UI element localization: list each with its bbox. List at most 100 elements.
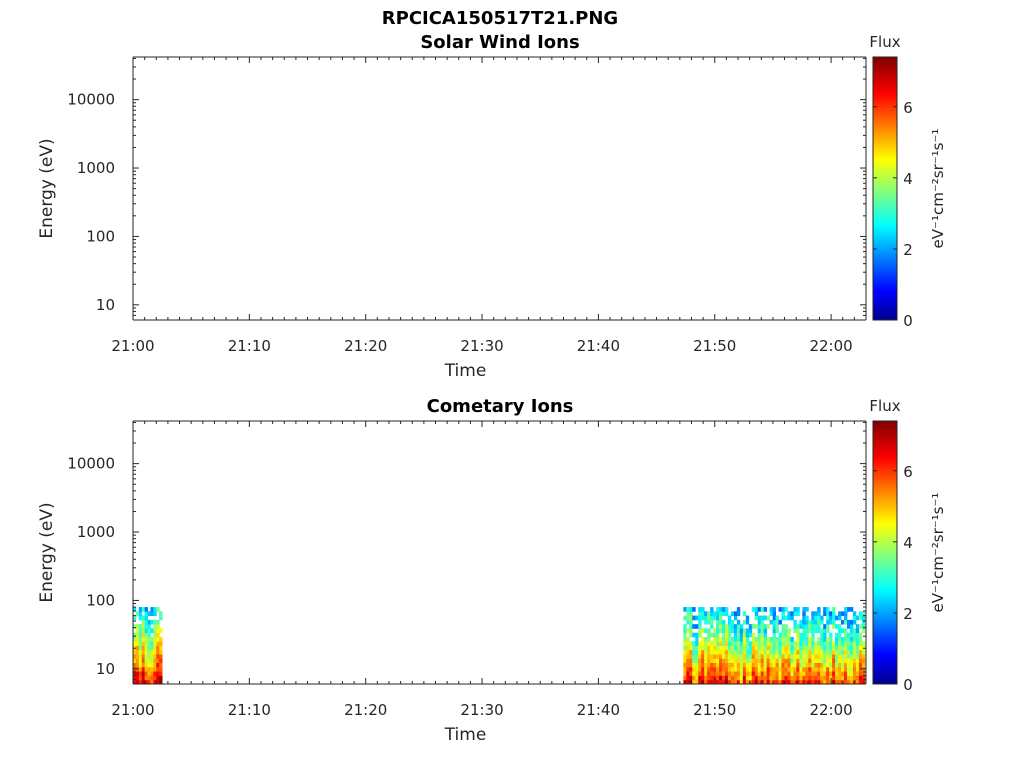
spectrogram-cell bbox=[704, 654, 708, 659]
spectrogram-cell bbox=[701, 662, 705, 668]
spectrogram-cell bbox=[763, 641, 768, 646]
spectrogram-cell bbox=[790, 671, 794, 676]
spectrogram-cell bbox=[781, 645, 785, 651]
spectrogram-cell bbox=[686, 654, 690, 659]
spectrogram-cell bbox=[844, 615, 848, 621]
spectrogram-cell bbox=[757, 671, 762, 676]
spectrogram-cell bbox=[751, 649, 756, 655]
spectrogram-cell bbox=[772, 666, 776, 672]
spectrogram-cell bbox=[826, 624, 830, 629]
spectrogram-cell bbox=[748, 662, 753, 668]
spectrogram-cell bbox=[150, 675, 154, 681]
spectrogram-cell bbox=[736, 641, 741, 646]
spectrogram-cell bbox=[802, 611, 806, 616]
spectrogram-cell bbox=[716, 649, 720, 655]
spectrogram-cell bbox=[736, 658, 741, 664]
spectrogram-cell bbox=[766, 671, 771, 676]
spectrogram-cell bbox=[861, 649, 866, 655]
colorbar-tick-label: 6 bbox=[903, 463, 913, 481]
spectrogram-cell bbox=[784, 607, 788, 612]
spectrogram-cell bbox=[686, 615, 690, 621]
spectrogram-cell bbox=[138, 645, 143, 651]
spectrogram-cell bbox=[704, 628, 708, 634]
spectrogram-cell bbox=[704, 619, 708, 625]
spectrogram-cell bbox=[133, 679, 137, 685]
spectrogram-cell bbox=[799, 679, 803, 685]
spectrogram-cell bbox=[695, 615, 699, 621]
spectrogram-cell bbox=[710, 611, 714, 616]
spectrogram-cell bbox=[719, 624, 723, 629]
spectrogram-cell bbox=[138, 649, 143, 655]
spectrogram-cell bbox=[144, 671, 148, 676]
spectrogram-cell bbox=[757, 641, 762, 646]
spectrogram-cell bbox=[739, 671, 744, 676]
spectrogram-cell bbox=[144, 607, 148, 612]
spectrogram-cell bbox=[716, 666, 720, 672]
spectrogram-cell bbox=[707, 666, 711, 672]
spectrogram-cell bbox=[849, 679, 854, 685]
spectrogram-cell bbox=[133, 632, 137, 638]
spectrogram-cell bbox=[704, 658, 708, 664]
spectrogram-cell bbox=[683, 671, 687, 676]
spectrogram-cell bbox=[796, 628, 800, 634]
spectrogram-cell bbox=[147, 628, 151, 634]
spectrogram-cell bbox=[754, 662, 759, 668]
spectrogram-cell bbox=[727, 666, 732, 672]
spectrogram-cell bbox=[817, 611, 821, 616]
spectrogram-cell bbox=[861, 654, 866, 659]
spectrogram-cell bbox=[852, 615, 857, 621]
spectrogram-cell bbox=[704, 636, 708, 642]
spectrogram-cell bbox=[724, 658, 729, 664]
spectrogram-cell bbox=[790, 658, 794, 664]
spectrogram-cell bbox=[808, 645, 812, 651]
spectrogram-cell bbox=[841, 645, 845, 651]
spectrogram-cell bbox=[802, 671, 806, 676]
spectrogram-cell bbox=[698, 649, 702, 655]
spectrogram-cell bbox=[823, 632, 827, 638]
spectrogram-cell bbox=[727, 628, 732, 634]
spectrogram-cell bbox=[153, 607, 157, 612]
spectrogram-cell bbox=[814, 615, 818, 621]
spectrogram-cell bbox=[153, 641, 157, 646]
spectrogram-cell bbox=[805, 662, 809, 668]
y-tick-label: 10 bbox=[96, 296, 115, 314]
spectrogram-cell bbox=[144, 632, 148, 638]
spectrogram-cell bbox=[814, 641, 818, 646]
spectrogram-cell bbox=[849, 619, 854, 625]
spectrogram-cell bbox=[757, 658, 762, 664]
spectrogram-cell bbox=[133, 658, 137, 664]
spectrogram-cell bbox=[144, 675, 148, 681]
spectrogram-cell bbox=[704, 611, 708, 616]
spectrogram-cell bbox=[153, 636, 157, 642]
spectrogram-cell bbox=[832, 654, 836, 659]
spectrogram-cell bbox=[846, 624, 851, 629]
spectrogram-cell bbox=[805, 636, 809, 642]
spectrogram-cell bbox=[784, 649, 788, 655]
spectrogram-cell bbox=[835, 671, 839, 676]
spectrogram-cell bbox=[844, 619, 848, 625]
spectrogram-cell bbox=[742, 662, 747, 668]
spectrogram-cell bbox=[153, 671, 157, 676]
spectrogram-cell bbox=[817, 641, 821, 646]
spectrogram-cell bbox=[820, 671, 824, 676]
spectrogram-cell bbox=[799, 654, 803, 659]
spectrogram-cell bbox=[787, 611, 791, 616]
spectrogram-cell bbox=[835, 675, 839, 681]
spectrogram-cell bbox=[778, 641, 782, 646]
spectrogram-cell bbox=[849, 658, 854, 664]
spectrogram-cell bbox=[766, 675, 771, 681]
spectrogram-cell bbox=[855, 636, 860, 642]
panel-title: Solar Wind Ions bbox=[420, 32, 579, 53]
spectrogram-cell bbox=[716, 658, 720, 664]
spectrogram-cell bbox=[778, 666, 782, 672]
spectrogram-cell bbox=[849, 666, 854, 672]
spectrogram-cell bbox=[733, 675, 738, 681]
spectrogram-cell bbox=[832, 645, 836, 651]
spectrogram-cell bbox=[727, 641, 732, 646]
spectrogram-cell bbox=[736, 666, 741, 672]
spectrogram-data bbox=[133, 607, 866, 685]
spectrogram-cell bbox=[745, 619, 750, 625]
y-axis-label: Energy (eV) bbox=[37, 502, 57, 602]
spectrogram-cell bbox=[808, 628, 812, 634]
spectrogram-cell bbox=[832, 641, 836, 646]
